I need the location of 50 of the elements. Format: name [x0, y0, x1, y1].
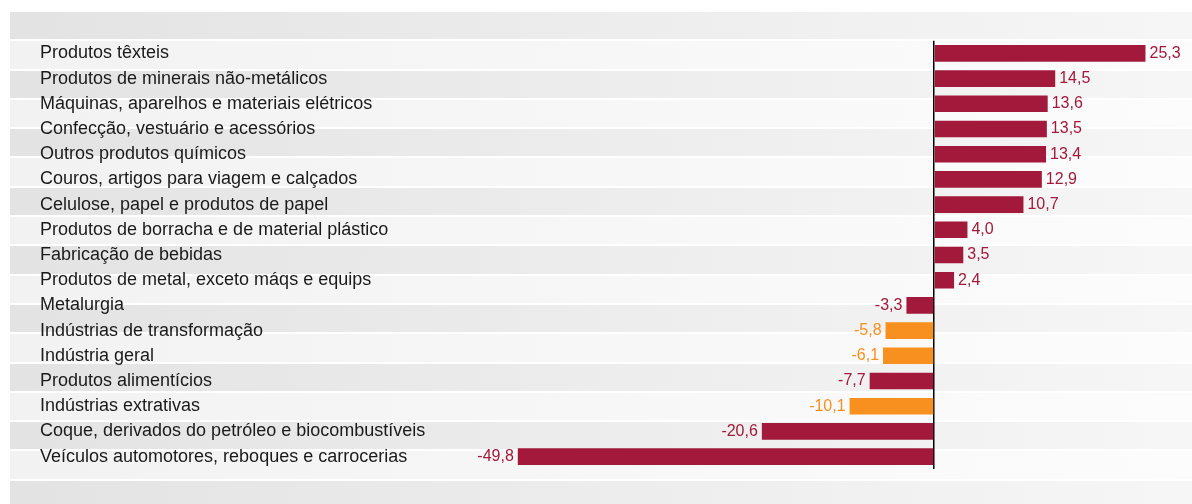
bar [934, 145, 1047, 163]
bar [849, 397, 934, 415]
y-tick-label: Produtos alimentícios [40, 369, 213, 390]
data-label: 2,4 [958, 270, 981, 288]
y-tick-label: Máquinas, aparelhos e materiais elétricos [40, 92, 373, 113]
data-label: -5,8 [853, 321, 882, 339]
bar [934, 246, 964, 264]
y-tick-label: Produtos de minerais não-metálicos [40, 67, 328, 88]
y-tick-label: Metalurgia [40, 294, 126, 315]
data-label: 13,4 [1050, 144, 1082, 162]
data-label: 25,3 [1149, 43, 1181, 61]
data-label: -49,8 [477, 447, 514, 465]
bar [934, 70, 1056, 87]
data-label: 13,6 [1051, 94, 1083, 112]
bar [934, 196, 1024, 213]
data-label: 12,9 [1045, 169, 1078, 187]
y-tick-label: Indústria geral [40, 344, 155, 365]
data-label: 4,0 [971, 220, 994, 238]
y-tick-label: Produtos de metal, exceto máqs e equips [40, 269, 372, 290]
data-label: -10,1 [809, 396, 846, 414]
bar [883, 347, 934, 365]
y-tick-label: Produtos de borracha e de material plástico [40, 218, 389, 239]
data-label: 14,5 [1059, 69, 1091, 87]
data-label: 3,5 [967, 245, 990, 263]
data-label: -20,6 [721, 421, 758, 439]
data-label: -6,1 [851, 346, 880, 364]
data-label: 13,5 [1050, 119, 1083, 137]
bar [934, 95, 1048, 113]
bar [761, 423, 934, 440]
y-tick-label: Veículos automotores, reboques e carrocerias [40, 445, 408, 466]
y-tick-label: Celulose, papel e produtos de papel [40, 193, 329, 214]
bar [885, 322, 934, 339]
y-tick-label: Produtos têxteis [40, 42, 170, 63]
y-tick-label: Outros produtos químicos [40, 143, 247, 164]
y-tick-label: Confecção, vestuário e acessórios [40, 117, 316, 138]
y-tick-label: Couros, artigos para viagem e calçados [40, 168, 358, 189]
y-tick-label: Fabricação de bebidas [40, 243, 223, 264]
bar [934, 221, 968, 239]
y-tick-label: Indústrias de transformação [40, 319, 264, 340]
data-label: -7,7 [838, 371, 866, 389]
bar [869, 372, 934, 390]
bar [934, 271, 955, 289]
y-tick-label: Indústrias extrativas [40, 395, 201, 416]
bar [934, 120, 1047, 138]
y-tick-label: Coque, derivados do petróleo e biocombustíveis [40, 420, 426, 441]
bar [934, 45, 1146, 62]
data-label: 10,7 [1027, 195, 1059, 213]
bar [906, 297, 934, 314]
bar [934, 171, 1042, 188]
data-label: -3,3 [874, 295, 903, 313]
